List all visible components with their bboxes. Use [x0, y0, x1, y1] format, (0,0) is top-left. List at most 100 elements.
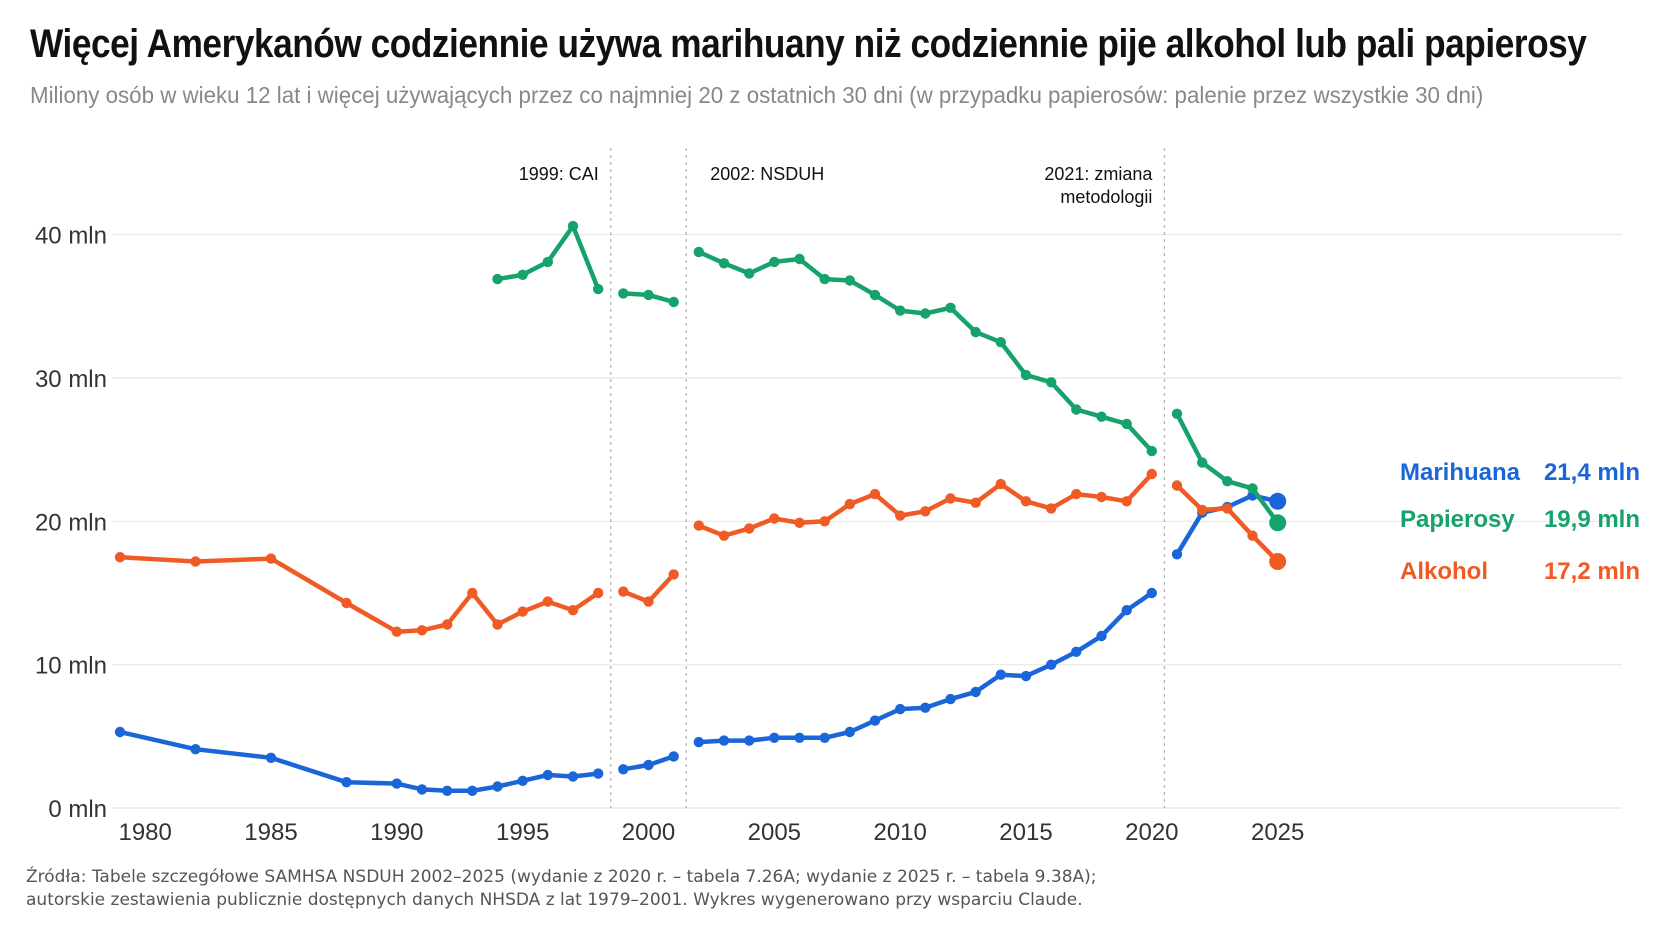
data-point: [744, 523, 755, 534]
data-point: [1146, 468, 1158, 480]
x-tick-label: 2005: [748, 819, 801, 846]
data-point: [718, 530, 730, 541]
data-point: [769, 732, 780, 743]
data-point: [819, 273, 830, 285]
x-tick-label: 2010: [873, 819, 926, 846]
data-point: [970, 326, 981, 338]
series-papierosy: [492, 220, 1287, 532]
data-point: [895, 510, 906, 521]
data-point: [517, 269, 528, 280]
x-tick-label: 1990: [370, 819, 423, 846]
data-point: [1096, 491, 1107, 503]
data-point: [567, 220, 579, 232]
data-point: [769, 513, 780, 524]
data-point: [643, 596, 654, 607]
series: [114, 220, 1287, 796]
data-point: [593, 587, 604, 599]
data-point: [995, 669, 1006, 680]
x-tick-label: 2020: [1125, 819, 1178, 846]
data-point: [1269, 492, 1287, 510]
data-point: [920, 702, 931, 713]
series-marihuana: [114, 490, 1287, 796]
data-point: [693, 736, 704, 748]
data-point: [794, 517, 805, 528]
data-point: [920, 308, 931, 319]
source-note: Źródła: Tabele szczegółowe SAMHSA NSDUH …: [26, 866, 1097, 912]
data-point: [819, 732, 830, 743]
data-point: [744, 268, 755, 279]
data-point: [945, 693, 956, 705]
data-point: [492, 619, 503, 630]
y-tick-label: 0 mln: [48, 796, 107, 823]
data-point: [567, 771, 579, 782]
data-point: [920, 506, 931, 517]
data-point: [1046, 377, 1057, 388]
end-label-name: Alkohol: [1400, 558, 1488, 585]
data-point: [1020, 369, 1032, 381]
data-point: [995, 478, 1006, 490]
y-tick-label: 40 mln: [35, 223, 107, 250]
data-point: [869, 289, 881, 301]
data-point: [517, 775, 528, 786]
end-labels: Marihuana 21,4 mln Papierosy 19,9 mln Alkoho…: [1400, 459, 1640, 585]
data-point: [1121, 605, 1132, 616]
data-point: [1020, 670, 1032, 682]
data-point: [542, 769, 553, 781]
data-point: [416, 784, 428, 795]
data-point: [794, 253, 805, 265]
x-tick-label: 2015: [999, 819, 1052, 846]
data-point: [467, 785, 478, 796]
data-point: [1269, 553, 1287, 570]
data-point: [794, 732, 805, 743]
data-point: [190, 556, 201, 567]
series-line: [696, 471, 1155, 538]
annotation-label: metodologii: [1060, 187, 1152, 207]
x-tick-label: 1995: [496, 819, 549, 846]
data-point: [869, 488, 881, 500]
data-point: [618, 764, 629, 775]
chart-title: Więcej Amerykanów codziennie używa marih…: [30, 22, 1587, 66]
series-alkohol: [114, 468, 1287, 637]
data-point: [668, 751, 679, 762]
data-point: [416, 625, 428, 636]
data-point: [995, 337, 1006, 348]
annotation-lines: 1999: CAI 2002: NSDUH 2021: zmiana metodolo…: [519, 148, 1166, 808]
data-point: [1171, 549, 1183, 560]
annotation-label: 2021: zmiana: [1044, 164, 1153, 184]
x-tick-label: 1980: [118, 819, 171, 846]
x-tick-label: 1985: [244, 819, 297, 846]
data-point: [467, 587, 478, 599]
data-point: [517, 606, 528, 617]
source-line-1: Źródła: Tabele szczegółowe SAMHSA NSDUH …: [26, 867, 1097, 887]
data-point: [1121, 496, 1132, 507]
data-point: [844, 498, 855, 510]
series-line: [696, 249, 1155, 454]
data-point: [593, 283, 604, 295]
data-point: [391, 778, 402, 789]
data-point: [1197, 457, 1208, 468]
data-point: [567, 605, 579, 616]
end-label-name: Marihuana: [1400, 459, 1521, 486]
data-point: [1197, 504, 1208, 516]
data-point: [1222, 503, 1233, 514]
data-point: [190, 744, 201, 755]
data-point: [542, 256, 553, 268]
data-point: [1096, 630, 1107, 642]
data-point: [945, 493, 956, 504]
data-point: [618, 586, 629, 597]
data-point: [718, 735, 730, 746]
series-line: [117, 554, 601, 634]
source-line-2: autorskie zestawienia publicznie dostępn…: [26, 890, 1083, 910]
data-point: [593, 768, 604, 779]
data-point: [1269, 514, 1287, 532]
data-point: [1020, 496, 1032, 507]
data-point: [114, 552, 126, 563]
data-point: [1171, 408, 1183, 419]
data-point: [643, 289, 654, 301]
data-point: [1071, 404, 1082, 415]
data-point: [1046, 503, 1057, 514]
data-point: [618, 288, 629, 299]
axes: 0 mln 10 mln 20 mln 30 mln 40 mln 1980 1985 199…: [35, 223, 1304, 846]
data-point: [945, 302, 956, 313]
